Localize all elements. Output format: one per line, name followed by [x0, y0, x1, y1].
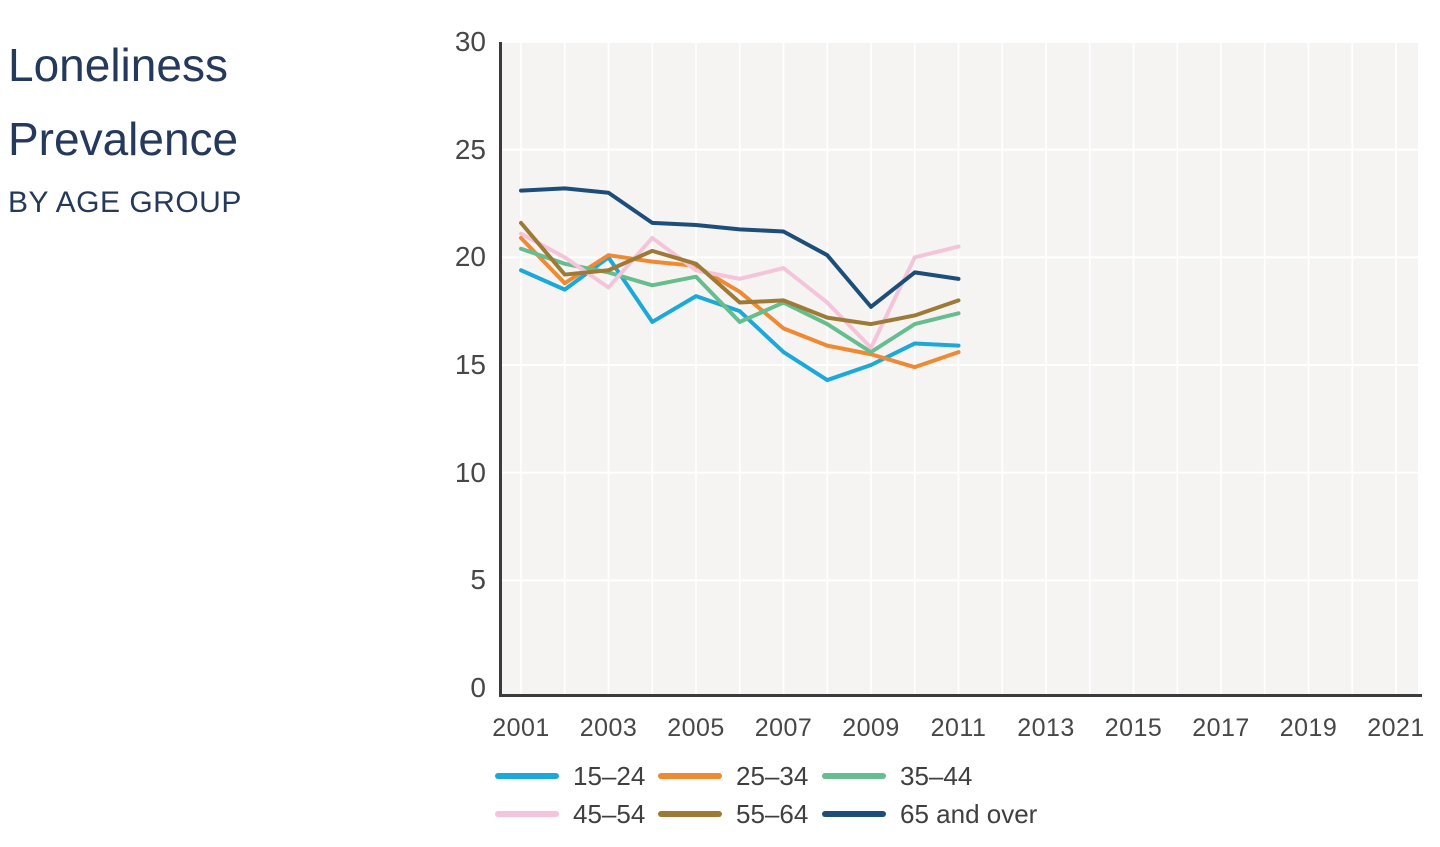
legend-swatch-15–24 [495, 773, 559, 779]
page-subtitle: BY AGE GROUP [8, 186, 242, 219]
y-tick-label-10: 10 [454, 456, 486, 488]
x-tick-label-2005: 2005 [667, 714, 725, 742]
legend-swatch-25–34 [658, 773, 722, 779]
y-tick-label-30: 30 [454, 26, 486, 57]
x-axis-line [499, 694, 1422, 697]
legend-swatch-35–44 [822, 773, 886, 779]
x-tick-label-2017: 2017 [1192, 714, 1250, 742]
x-tick-label-2019: 2019 [1279, 714, 1338, 742]
x-tick-label-2013: 2013 [1017, 714, 1075, 742]
x-tick-label-2015: 2015 [1104, 714, 1163, 742]
legend-item-45–54: 45–54 [495, 798, 646, 829]
legend-item-25–34: 25–34 [658, 760, 809, 791]
series-line-55–64 [519, 220, 961, 327]
legend-item-15–24: 15–24 [495, 760, 646, 791]
legend-label-65 and over: 65 and over [900, 798, 1038, 829]
line-chart [502, 42, 1418, 694]
x-tick-label-2001: 2001 [492, 714, 550, 742]
legend-item-35–44: 35–44 [822, 760, 973, 791]
y-tick-label-0: 0 [470, 672, 486, 703]
legend-swatch-45–54 [495, 811, 559, 817]
y-tick-label-5: 5 [470, 564, 486, 596]
y-tick-label-20: 20 [454, 241, 486, 273]
legend-item-55–64: 55–64 [658, 798, 809, 829]
legend-swatch-65 and over [822, 811, 886, 817]
legend-swatch-55–64 [658, 811, 722, 817]
series-line-25–34 [519, 235, 961, 370]
legend-label-55–64: 55–64 [736, 798, 809, 829]
y-axis-line [499, 42, 502, 697]
y-tick-label-25: 25 [454, 133, 486, 165]
gridlines [502, 42, 1418, 694]
legend-label-45–54: 45–54 [573, 798, 646, 829]
legend-label-35–44: 35–44 [900, 760, 973, 791]
x-tick-label-2021: 2021 [1367, 714, 1425, 742]
series-line-35–44 [519, 246, 961, 355]
x-tick-label-2009: 2009 [842, 714, 900, 742]
plot-area [502, 42, 1418, 694]
series-line-65 and over [519, 186, 961, 309]
x-tick-label-2011: 2011 [930, 714, 987, 742]
legend-label-25–34: 25–34 [736, 760, 809, 791]
page-title-line-2: Prevalence [8, 113, 239, 165]
legend-item-65 and over: 65 and over [822, 798, 1038, 829]
y-tick-label-15: 15 [454, 349, 486, 380]
legend-label-15–24: 15–24 [573, 760, 646, 791]
series-line-45–54 [519, 231, 961, 350]
page-title-line-1: Loneliness [8, 39, 228, 91]
x-tick-label-2007: 2007 [754, 714, 813, 742]
chart-title-block: Loneliness Prevalence BY AGE GROUP [8, 28, 242, 220]
x-tick-label-2003: 2003 [579, 714, 638, 742]
